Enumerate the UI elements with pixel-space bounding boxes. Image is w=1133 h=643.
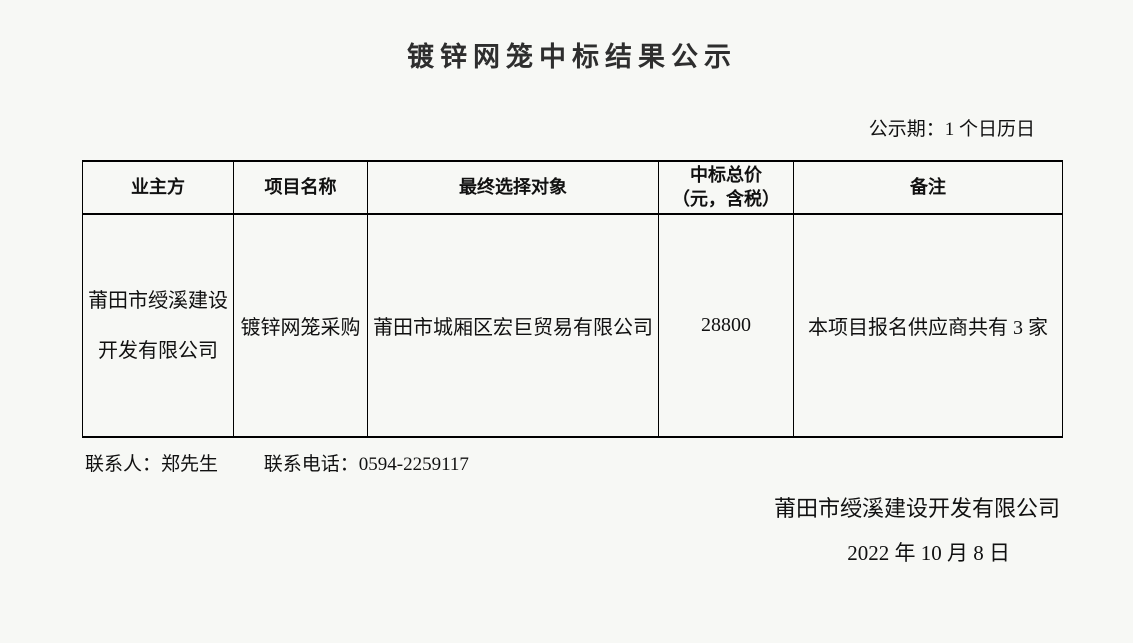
document-page: 镀锌网笼中标结果公示 公示期：1 个日历日 业主方 项目名称 最终选择对象 中标… [0,41,1133,643]
cell-selected-supplier: 莆田市城厢区宏巨贸易有限公司 [367,213,659,438]
page-title: 镀锌网笼中标结果公示 [407,42,737,72]
issue-date: 2022 年 10 月 8 日 [847,541,1010,566]
cell-project-name: 镀锌网笼采购 [233,213,368,438]
contact-line: 联系人：郑先生 联系电话：0594-2259117 [82,452,1062,477]
table-row: 莆田市绶溪建设开发有限公司 镀锌网笼采购 莆田市城厢区宏巨贸易有限公司 2880… [82,213,1063,438]
issuer-company: 莆田市绶溪建设开发有限公司 [773,496,1060,522]
col-header-winning-price: 中标总价 （元，含税） [658,160,794,216]
col-header-owner: 业主方 [82,160,234,216]
col-header-remarks: 备注 [793,160,1063,216]
document-content: 镀锌网笼中标结果公示 公示期：1 个日历日 业主方 项目名称 最终选择对象 中标… [0,41,1133,567]
contact-phone: 联系电话：0594-2259117 [263,454,469,476]
contact-person: 联系人：郑先生 [85,454,219,476]
bid-result-table: 业主方 项目名称 最终选择对象 中标总价 （元，含税） 备注 莆田市绶溪建设开发… [82,160,1063,439]
publicity-period-line: 公示期：1 个日历日 [868,119,1035,141]
col-header-project-name: 项目名称 [233,160,368,216]
cell-remarks: 本项目报名供应商共有 3 家 [793,213,1063,438]
cell-owner: 莆田市绶溪建设开发有限公司 [82,213,234,438]
col-header-selected-supplier: 最终选择对象 [367,160,659,216]
table-header-row: 业主方 项目名称 最终选择对象 中标总价 （元，含税） 备注 [82,160,1063,216]
cell-winning-price: 28800 [658,213,794,438]
